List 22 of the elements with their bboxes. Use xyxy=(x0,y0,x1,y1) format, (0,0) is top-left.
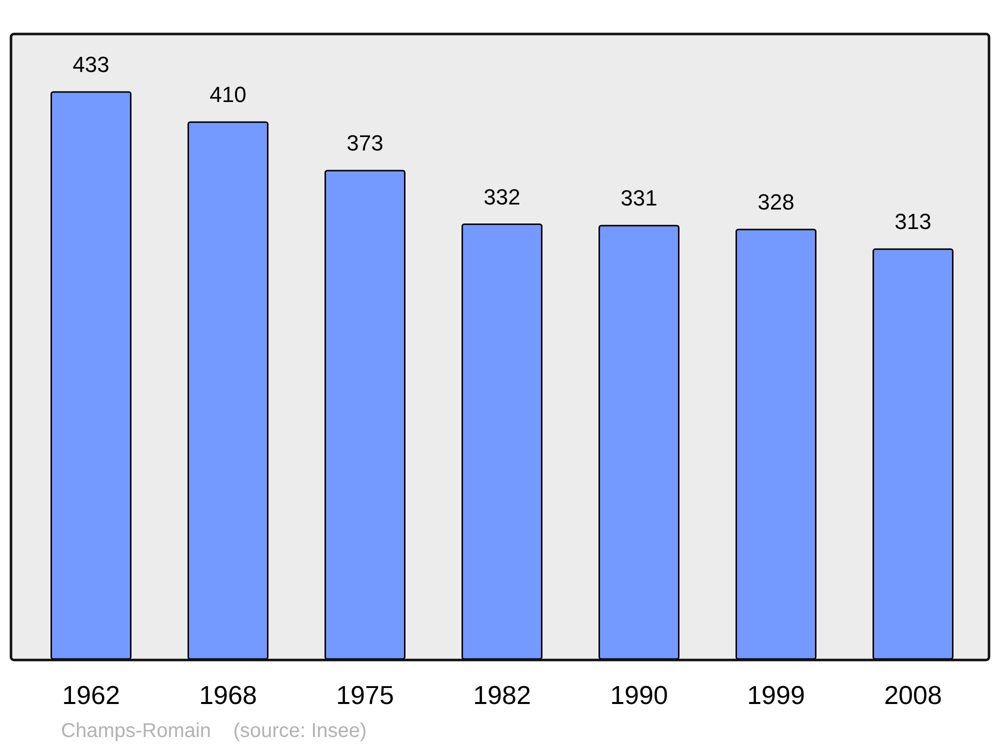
data-label: 433 xyxy=(72,52,110,77)
data-label: 328 xyxy=(758,189,794,214)
bar xyxy=(598,224,680,660)
bar xyxy=(188,121,268,660)
x-tick-label: 1968 xyxy=(199,680,257,710)
x-tick-label: 1999 xyxy=(747,680,805,710)
bar xyxy=(50,91,132,660)
data-label: 332 xyxy=(484,184,520,210)
bar xyxy=(736,228,816,660)
x-tick-label: 1990 xyxy=(610,680,668,710)
text: Champs-Romain (source: Insee) xyxy=(61,720,367,742)
data-label: 373 xyxy=(346,130,384,156)
bar xyxy=(872,248,954,660)
data-label: 410 xyxy=(210,82,246,108)
bar xyxy=(462,224,542,660)
x-tick-label: 2008 xyxy=(884,680,942,710)
data-label: 331 xyxy=(620,186,658,211)
data-label: 313 xyxy=(894,209,932,234)
x-tick-label: 1975 xyxy=(336,680,394,710)
x-tick-label: 1962 xyxy=(62,680,120,710)
x-tick-label: 1982 xyxy=(473,680,531,710)
bar xyxy=(324,170,406,660)
